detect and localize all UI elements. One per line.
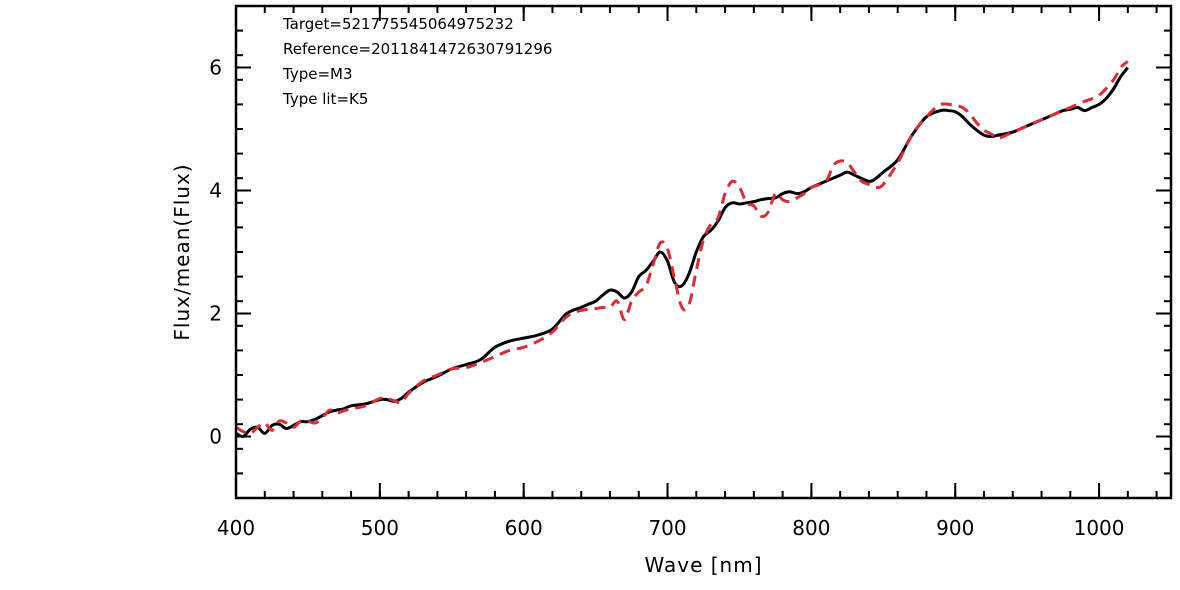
axis-ticks (235, 5, 1171, 499)
y-tick-label: 4 (209, 179, 222, 203)
tick-labels: 400 500 600 700 800 900 1000 0 2 4 6 (209, 56, 1124, 541)
y-tick-label: 0 (209, 425, 222, 449)
y-axis-title: Flux/mean(Flux) (170, 163, 194, 340)
y-tick-label: 2 (209, 302, 222, 326)
reference-spectrum-line (235, 60, 1129, 436)
x-tick-label: 500 (361, 516, 399, 540)
x-tick-label: 400 (217, 516, 255, 540)
y-tick-label: 6 (209, 56, 222, 80)
x-tick-label: 900 (936, 516, 974, 540)
plot-frame (234, 4, 1173, 500)
x-tick-label: 1000 (1074, 516, 1125, 540)
annotation-target: Target=521775545064975232 (282, 15, 514, 33)
annotation-type-lit: Type lit=K5 (282, 90, 368, 108)
x-tick-label: 700 (648, 516, 686, 540)
series-layer (235, 60, 1129, 439)
x-axis-title: Wave [nm] (644, 553, 762, 577)
annotation-type: Type=M3 (282, 65, 353, 83)
target-spectrum-line (235, 66, 1129, 439)
x-tick-label: 800 (792, 516, 830, 540)
annotation-reference: Reference=2011841472630791296 (283, 40, 552, 58)
x-tick-label: 600 (505, 516, 543, 540)
